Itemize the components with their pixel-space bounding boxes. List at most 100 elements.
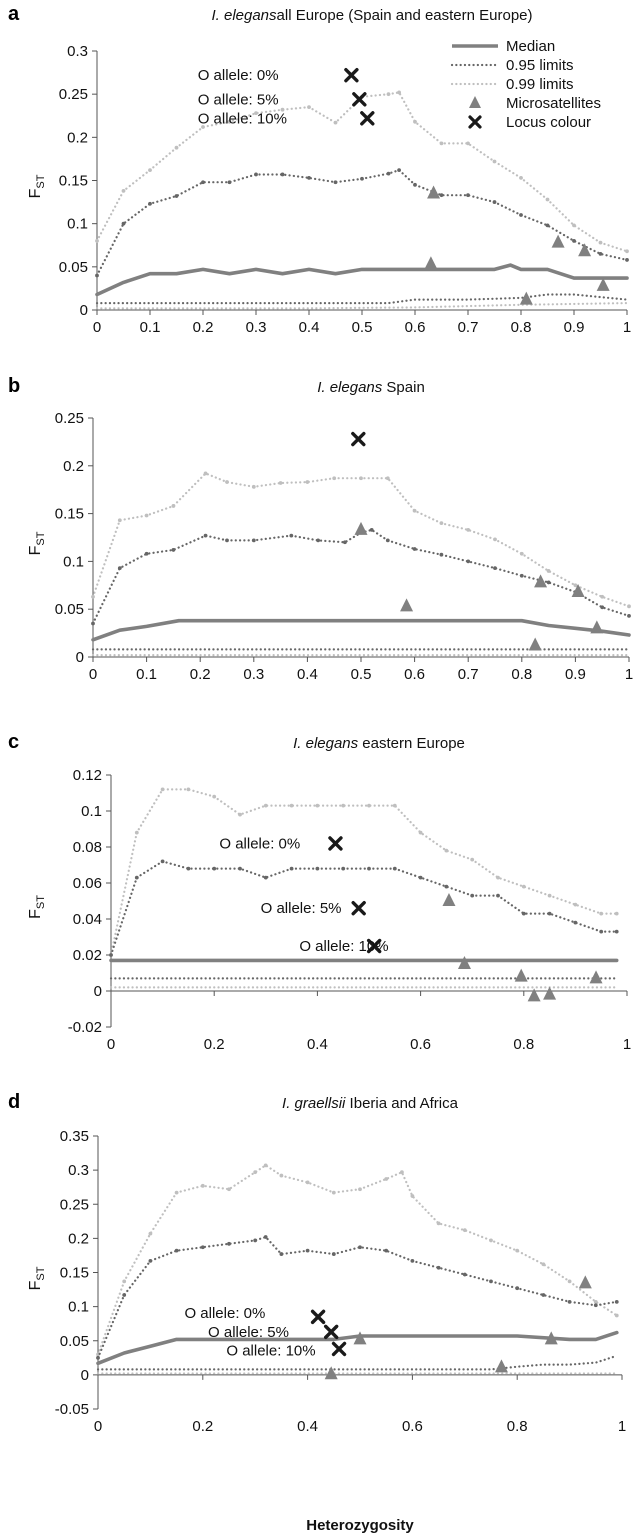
y-tick-label: 0.05	[60, 1333, 89, 1350]
series-upper-95-limit-point	[263, 1235, 268, 1239]
x-tick-label: 0.2	[190, 666, 211, 683]
series-upper-99-limit-point	[573, 583, 578, 588]
series-lower-95-limit	[96, 1354, 618, 1371]
series-upper-99-limit-point	[121, 188, 126, 193]
series-upper-99-limit-point	[436, 1221, 441, 1226]
y-axis-label-sub: ST	[35, 1266, 47, 1280]
series-upper-99-limit-point	[384, 1177, 389, 1181]
series-upper-99-limit-point	[263, 803, 268, 808]
series-upper-99-limit-point	[545, 197, 550, 202]
microsatellite-marker	[596, 277, 610, 291]
microsatellite-marker	[324, 1366, 338, 1380]
series-upper-99-limit-point	[519, 176, 523, 180]
x-tick-label: 0.6	[405, 319, 426, 336]
series-upper-95-limit-point	[227, 1241, 231, 1246]
series-upper-99-limit-point	[413, 119, 417, 124]
series-upper-99-limit-point	[496, 875, 500, 880]
series-upper-99-limit-point	[599, 911, 604, 916]
series-upper-95-limit-point	[567, 1299, 572, 1304]
series-upper-95-limit-point	[341, 866, 346, 871]
microsatellite-marker	[551, 234, 565, 248]
y-tick-label: 0.15	[60, 1265, 89, 1282]
y-tick-label: 0.12	[73, 767, 102, 784]
series-upper-95-limit-point	[496, 893, 500, 898]
series-upper-95-limit-point	[572, 239, 576, 243]
series-upper-95-limit-point	[307, 176, 311, 180]
series-upper-99-limit-point	[521, 884, 526, 889]
legend-swatch-microsatellite	[469, 96, 481, 108]
panel-label: d	[8, 1091, 20, 1113]
series-upper-95-limit-point	[593, 1303, 598, 1308]
series-upper-99-limit-point	[134, 830, 139, 835]
y-axis-label-main: F	[27, 545, 44, 555]
series-upper-95-limit-point	[493, 566, 497, 570]
panel-label: b	[8, 375, 20, 397]
series-upper-95-limit-point	[263, 875, 268, 880]
locus-colour-marker	[360, 111, 375, 126]
series-upper-99-limit-point	[263, 1163, 268, 1168]
y-tick-label: 0.1	[63, 553, 84, 570]
series-upper-99-limit-point	[251, 484, 256, 489]
locus-colour-marker	[366, 938, 382, 954]
microsatellite-marker	[519, 291, 533, 305]
series-upper-99-limit	[91, 472, 631, 608]
series-upper-95-limit-point	[436, 1265, 441, 1270]
y-tick-label: -0.02	[68, 1019, 102, 1036]
y-tick-label: -0.05	[55, 1401, 89, 1418]
series-upper-95-limit-point	[625, 258, 629, 262]
microsatellite-marker	[354, 521, 368, 535]
x-tick-label: 0.2	[204, 1036, 225, 1053]
y-tick-label: 0	[94, 983, 102, 1000]
locus-annotation: O allele: 5%	[208, 1324, 289, 1341]
microsatellite-marker	[571, 583, 585, 597]
series-upper-99-limit-point	[567, 1279, 572, 1284]
series-upper-95-limit-point	[144, 551, 149, 556]
series-upper-95-limit-point	[418, 875, 423, 880]
series-upper-99-limit-point	[332, 476, 337, 481]
series-upper-95-limit-point	[95, 273, 99, 278]
series-upper-99-limit-point	[254, 111, 258, 116]
x-tick-label: 0	[93, 319, 101, 336]
x-tick-label: 0.7	[458, 666, 479, 683]
series-upper-99-limit-point	[439, 521, 444, 526]
series-upper-99-limit-point	[541, 1262, 546, 1267]
y-tick-label: 0.04	[73, 911, 102, 928]
series-upper-95-limit-point	[521, 911, 526, 916]
series-upper-95-limit-point	[470, 893, 475, 898]
y-tick-label: 0.05	[55, 601, 84, 618]
series-upper-95-limit-point	[254, 172, 258, 177]
y-tick-label: 0.05	[59, 259, 88, 276]
series-upper-95-limit-point	[203, 533, 208, 538]
series-upper-95-limit-point	[134, 875, 139, 880]
series-upper-99-limit	[109, 788, 618, 957]
locus-annotation: O allele: 0%	[198, 67, 279, 84]
y-tick-label: 0.3	[67, 43, 88, 60]
series-upper-95-limit-point	[412, 547, 417, 551]
y-tick-label: 0.15	[55, 506, 84, 523]
x-tick-label: 0.8	[511, 319, 532, 336]
chart-panel-c: c I. elegans eastern Europe -0.02 0 0.02 0.04…	[8, 731, 631, 1053]
series-upper-95-limit-point	[599, 929, 604, 934]
x-tick-label: 0.2	[192, 1418, 213, 1435]
series-upper-95-limit-point	[466, 559, 471, 564]
locus-annotation: O allele: 10%	[226, 1342, 315, 1359]
series-upper-99-limit-point	[625, 249, 629, 254]
series-upper-95-limit-point	[253, 1238, 258, 1243]
panel-title: I. elegansall Europe (Spain and eastern …	[211, 7, 532, 24]
series-upper-95-limit-point	[384, 1248, 389, 1253]
legend-label: 0.95 limits	[506, 57, 574, 74]
series-upper-95-limit-point	[410, 1258, 415, 1263]
y-axis-label-main: F	[27, 909, 44, 919]
series-upper-95-limit-point	[200, 1245, 205, 1250]
series-upper-99-limit-point	[367, 803, 371, 808]
series-upper-95-limit	[91, 528, 631, 625]
series-upper-95-limit-point	[519, 573, 524, 578]
series-median	[95, 263, 629, 297]
microsatellite-marker	[442, 893, 456, 906]
series-upper-99-limit-point	[412, 508, 417, 513]
locus-annotation: O allele: 10%	[299, 938, 388, 955]
y-tick-label: 0	[81, 1367, 89, 1384]
series-upper-95-limit-point	[466, 193, 470, 198]
locus-annotation: O allele: 0%	[184, 1305, 265, 1322]
series-upper-99-limit-point	[385, 476, 390, 481]
